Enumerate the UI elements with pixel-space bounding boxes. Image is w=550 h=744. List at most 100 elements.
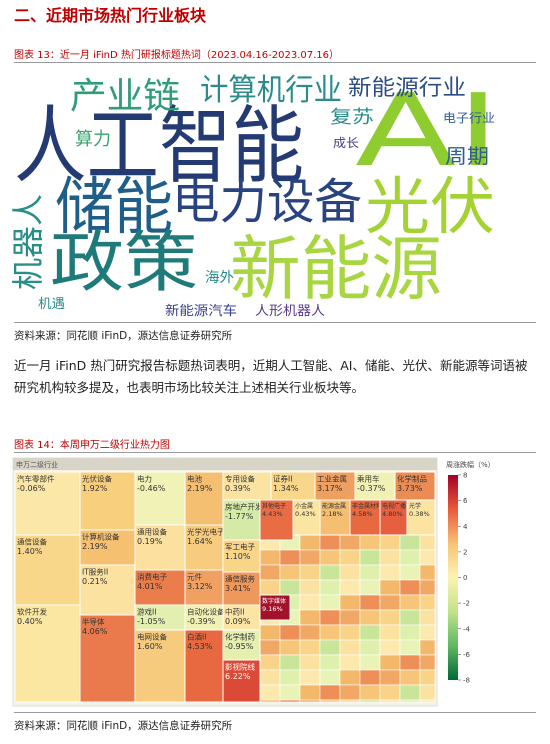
heatmap-cell	[222, 539, 261, 573]
cell-value: 0.21%	[82, 577, 108, 586]
heatmap-cell	[259, 594, 291, 621]
heatmap-minor-cell	[399, 534, 421, 551]
cloud-word: 新能源行业	[348, 76, 466, 101]
cell-name: 房地产开发	[225, 502, 263, 512]
heatmap-minor-cell	[339, 534, 361, 551]
heatmap-minor-cell	[419, 699, 436, 703]
colorbar-tick-label: 4	[463, 523, 468, 531]
cell-name: 能源金属	[322, 502, 346, 510]
cloud-word: 电力设备	[172, 174, 362, 230]
heatmap-minor-cell	[319, 654, 341, 671]
heatmap-minor-cell	[399, 609, 421, 626]
cloud-word: 计算机行业	[200, 73, 342, 108]
cell-value: 1.92%	[82, 484, 108, 493]
heatmap-minor-cell	[279, 564, 301, 581]
cell-value: -0.46%	[137, 484, 166, 493]
heatmap-minor-cell	[399, 549, 421, 566]
heatmap-minor-cell	[419, 684, 436, 701]
heatmap-minor-cell	[379, 699, 401, 703]
cell-value: 4.58%	[352, 510, 373, 518]
colorbar	[448, 475, 458, 680]
cell-name: 电视广播	[382, 502, 406, 510]
heatmap-minor-cell	[299, 669, 321, 686]
heatmap-minor-cell	[279, 654, 301, 671]
cloud-word: 电子行业	[443, 111, 495, 125]
cell-value: 1.60%	[137, 642, 163, 651]
heatmap-minor-cell	[359, 534, 381, 551]
heatmap-minor-cell	[259, 549, 281, 566]
colorbar-tick-label: -4	[463, 625, 471, 633]
heatmap-minor-cell	[419, 594, 436, 611]
cloud-word: 人形机器人	[255, 304, 325, 319]
cell-name: 通信设备	[17, 537, 47, 547]
heatmap-cell	[406, 499, 436, 536]
cell-value: -1.05%	[137, 617, 166, 626]
colorbar-tick-label: 0	[463, 574, 467, 582]
heatmap-minor-cell	[419, 609, 436, 626]
heatmap-minor-cell	[299, 579, 321, 596]
legend-title: 周涨跌幅（%）	[446, 460, 495, 469]
heatmap-minor-cell	[359, 654, 381, 671]
heatmap-minor-cell	[419, 654, 436, 671]
section-heading: 二、近期市场热门行业板块	[14, 6, 207, 25]
cloud-word: 机遇	[38, 297, 65, 312]
heatmap-minor-cell	[359, 579, 381, 596]
heatmap-minor-cell	[359, 624, 381, 641]
colorbar-tick-label: -8	[463, 677, 470, 685]
figure-caption: 图表 14：本周申万二级行业热力图	[14, 440, 170, 451]
heatmap-minor-cell	[319, 534, 341, 551]
cell-value: 0.40%	[17, 617, 43, 626]
heatmap-minor-cell	[359, 564, 381, 581]
cell-name: 电池	[187, 474, 202, 484]
cloud-word: 政策	[50, 224, 198, 301]
colorbar-tick-label: 2	[463, 548, 467, 556]
divider	[14, 62, 536, 63]
cell-value: -0.37%	[357, 484, 386, 493]
cell-value: 3.41%	[225, 584, 251, 593]
cell-value: -0.95%	[225, 642, 254, 651]
cell-name: 其他电子	[262, 502, 286, 510]
heatmap-minor-cell	[359, 684, 381, 701]
heatmap-minor-cell	[399, 684, 421, 701]
heatmap-header: 申万二级行业	[16, 460, 58, 469]
heatmap-minor-cell	[379, 549, 401, 566]
cell-value: 0.09%	[225, 617, 251, 626]
heatmap-minor-cell	[279, 624, 301, 641]
paragraph: 近一月 iFinD 热门研究报告标题热词表明，近期人工智能、AI、储能、光伏、新…	[14, 358, 528, 395]
cloud-word: 人工智能	[14, 97, 304, 195]
cell-name: 游戏II	[137, 607, 156, 617]
heatmap-minor-cell	[319, 639, 341, 656]
cell-name: 电网设备	[137, 632, 167, 642]
cell-name: 乘用车	[357, 474, 380, 484]
heatmap-minor-cell	[299, 654, 321, 671]
heatmap-minor-cell	[359, 669, 381, 686]
cell-value: 9.16%	[262, 605, 283, 613]
cell-name: 汽车零部件	[17, 474, 55, 484]
cell-value: 4.80%	[382, 510, 403, 518]
source-note: 资料来源：同花顺 iFinD，源达信息证券研究所	[14, 720, 233, 732]
heatmap-minor-cell	[339, 654, 361, 671]
heatmap-minor-cell	[379, 684, 401, 701]
heatmap-minor-cell	[279, 684, 301, 701]
heatmap-cell	[184, 471, 224, 526]
heatmap-minor-cell	[379, 639, 401, 656]
cell-value: 1.64%	[187, 537, 213, 546]
cell-name: 通信服务	[225, 574, 255, 584]
heatmap: 申万二级行业汽车零部件-0.06%通信设备1.40%软件开发0.40%光伏设备1…	[12, 457, 495, 707]
heatmap-minor-cell	[259, 579, 281, 596]
heatmap-minor-cell	[339, 579, 361, 596]
heatmap-minor-cell	[319, 579, 341, 596]
heatmap-cell	[79, 471, 136, 531]
heatmap-minor-cell	[419, 579, 436, 596]
cell-name: 影视院线	[225, 662, 255, 672]
heatmap-minor-cell	[359, 549, 381, 566]
heatmap-minor-cell	[299, 534, 321, 551]
heatmap-cell	[79, 614, 136, 703]
heatmap-minor-cell	[379, 669, 401, 686]
cell-name: 软件开发	[17, 607, 47, 617]
heatmap-minor-cell	[299, 684, 321, 701]
cell-name: 光学	[409, 502, 421, 510]
heatmap-minor-cell	[359, 699, 381, 703]
heatmap-cell	[222, 499, 261, 541]
